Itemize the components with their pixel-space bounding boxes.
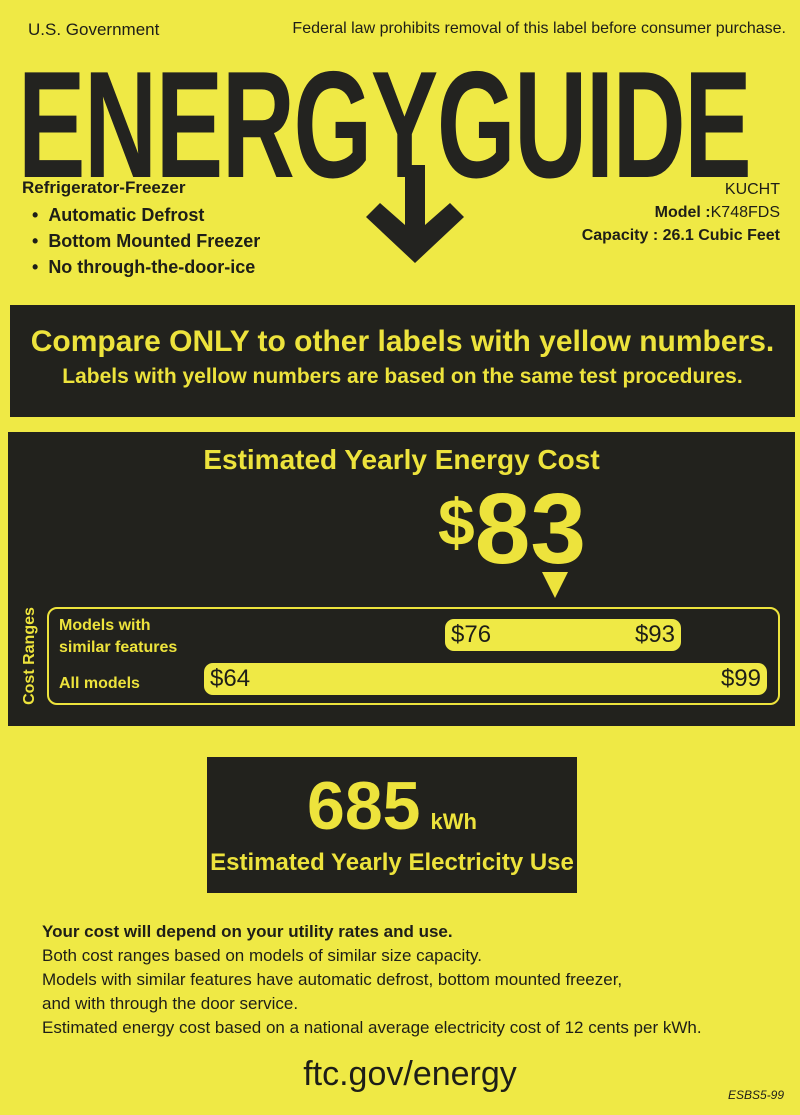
cost-value: $83	[438, 472, 586, 587]
label-code: ESBS5-99	[728, 1088, 785, 1102]
energyguide-title: ENERGYGUIDE	[18, 40, 752, 210]
all-min: $64	[210, 665, 251, 692]
similar-models-label: Models with similar features	[59, 615, 177, 659]
feature-list: Automatic Defrost Bottom Mounted Freezer…	[32, 202, 260, 280]
similar-min: $76	[451, 621, 492, 648]
similar-label-line1: Models with	[59, 617, 151, 634]
cost-amount: 83	[474, 473, 586, 585]
similar-range-bar: $76 $93	[445, 619, 681, 651]
all-max: $99	[720, 665, 761, 692]
appliance-category: Refrigerator-Freezer	[22, 178, 186, 197]
notes-heading: Your cost will depend on your utility ra…	[42, 922, 453, 941]
model-number: K748FDS	[710, 204, 780, 221]
electricity-panel: 685 kWh Estimated Yearly Electricity Use	[207, 757, 577, 893]
kwh-value: 685	[307, 768, 421, 844]
note-line: Estimated energy cost based on a nationa…	[42, 1018, 702, 1037]
cost-ranges-label: Cost Ranges	[21, 607, 38, 705]
note-line: and with through the door service.	[42, 994, 299, 1013]
currency-symbol: $	[438, 485, 475, 559]
note-line: Both cost ranges based on models of simi…	[42, 946, 483, 965]
similar-label-line2: similar features	[59, 639, 178, 656]
compare-line-1: Compare ONLY to other labels with yellow…	[30, 325, 775, 358]
note-line: Models with similar features have automa…	[42, 970, 623, 989]
all-range-bar: $64 $99	[204, 663, 767, 695]
brand-name: KUCHT	[724, 181, 780, 198]
feature-item: Automatic Defrost	[32, 202, 260, 228]
notes: Your cost will depend on your utility ra…	[42, 920, 702, 1040]
government-label: U.S. Government	[28, 20, 160, 39]
cost-marker-icon	[542, 572, 568, 598]
product-info: KUCHT Model :K748FDS Capacity : 26.1 Cub…	[582, 178, 780, 247]
feature-item: Bottom Mounted Freezer	[32, 228, 260, 254]
feature-item: No through-the-door-ice	[32, 254, 260, 280]
compare-banner: Compare ONLY to other labels with yellow…	[10, 305, 795, 417]
cost-panel: Estimated Yearly Energy Cost $83 Cost Ra…	[8, 432, 795, 726]
down-arrow-icon	[366, 165, 464, 263]
electricity-label: Estimated Yearly Electricity Use	[210, 849, 574, 876]
similar-max: $93	[634, 621, 675, 648]
law-notice: Federal law prohibits removal of this la…	[292, 20, 786, 37]
kwh-unit: kWh	[430, 809, 477, 834]
cost-title: Estimated Yearly Energy Cost	[203, 444, 600, 475]
capacity: Capacity : 26.1 Cubic Feet	[581, 227, 780, 244]
ftc-link[interactable]: ftc.gov/energy	[303, 1055, 517, 1093]
all-models-label: All models	[59, 675, 140, 692]
compare-line-2: Labels with yellow numbers are based on …	[62, 365, 743, 388]
model-label: Model :	[654, 204, 711, 221]
cost-ranges-box: Models with similar features $76 $93 All m…	[47, 607, 780, 705]
